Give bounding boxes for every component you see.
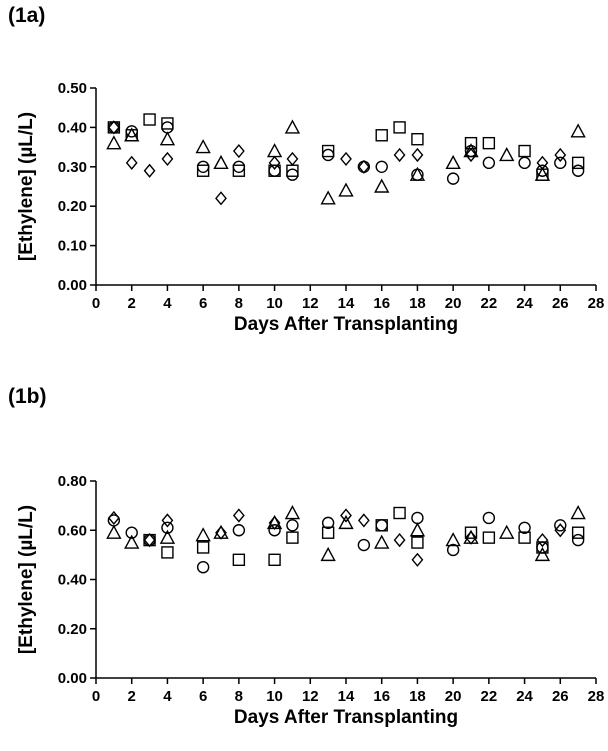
y-tick-label: 0.20	[58, 621, 87, 638]
data-point-circle	[287, 520, 298, 531]
x-tick-label: 14	[338, 688, 355, 705]
data-point-circle	[269, 525, 280, 536]
x-tick-label: 16	[373, 688, 390, 705]
data-point-square	[394, 508, 405, 519]
data-point-triangle	[197, 529, 210, 541]
x-axis-title: Days After Transplanting	[234, 707, 458, 728]
y-tick-label: 0.80	[58, 473, 87, 490]
data-point-diamond	[412, 554, 422, 566]
data-point-triangle	[572, 507, 585, 519]
data-point-diamond	[234, 509, 244, 521]
y-tick-label: 0.60	[58, 522, 87, 539]
x-tick-label: 24	[516, 688, 533, 705]
x-tick-label: 6	[199, 688, 207, 705]
data-point-square	[412, 537, 423, 548]
x-tick-label: 8	[235, 688, 243, 705]
data-point-diamond	[395, 534, 405, 546]
data-point-square	[198, 542, 209, 553]
data-point-triangle	[322, 548, 335, 560]
x-tick-label: 12	[302, 688, 319, 705]
x-tick-label: 10	[266, 688, 283, 705]
data-point-circle	[573, 535, 584, 546]
data-point-triangle	[411, 524, 424, 536]
x-tick-label: 18	[409, 688, 426, 705]
data-point-circle	[412, 512, 423, 523]
data-point-circle	[376, 520, 387, 531]
data-point-triangle	[286, 507, 299, 519]
data-point-square	[162, 547, 173, 558]
y-axis-title: [Ethylene] (µL/L)	[16, 505, 37, 654]
data-point-square	[269, 554, 280, 565]
x-tick-label: 0	[92, 688, 100, 705]
data-point-square	[233, 554, 244, 565]
y-tick-label: 0.40	[58, 572, 87, 589]
data-point-triangle	[107, 526, 120, 538]
x-tick-label: 22	[481, 688, 498, 705]
data-point-square	[483, 532, 494, 543]
x-tick-label: 4	[163, 688, 172, 705]
data-point-circle	[198, 562, 209, 573]
x-tick-label: 26	[552, 688, 569, 705]
data-point-circle	[358, 540, 369, 551]
data-point-triangle	[500, 526, 513, 538]
data-point-circle	[233, 525, 244, 536]
data-point-diamond	[359, 514, 369, 526]
data-point-circle	[144, 535, 155, 546]
data-point-triangle	[375, 536, 388, 548]
data-point-diamond	[537, 534, 547, 546]
x-tick-label: 2	[128, 688, 136, 705]
y-tick-label: 0.00	[58, 670, 87, 687]
data-point-diamond	[162, 514, 172, 526]
data-point-circle	[483, 512, 494, 523]
data-point-diamond	[109, 512, 119, 524]
x-tick-label: 28	[588, 688, 605, 705]
data-point-square	[287, 532, 298, 543]
x-tick-label: 20	[445, 688, 462, 705]
